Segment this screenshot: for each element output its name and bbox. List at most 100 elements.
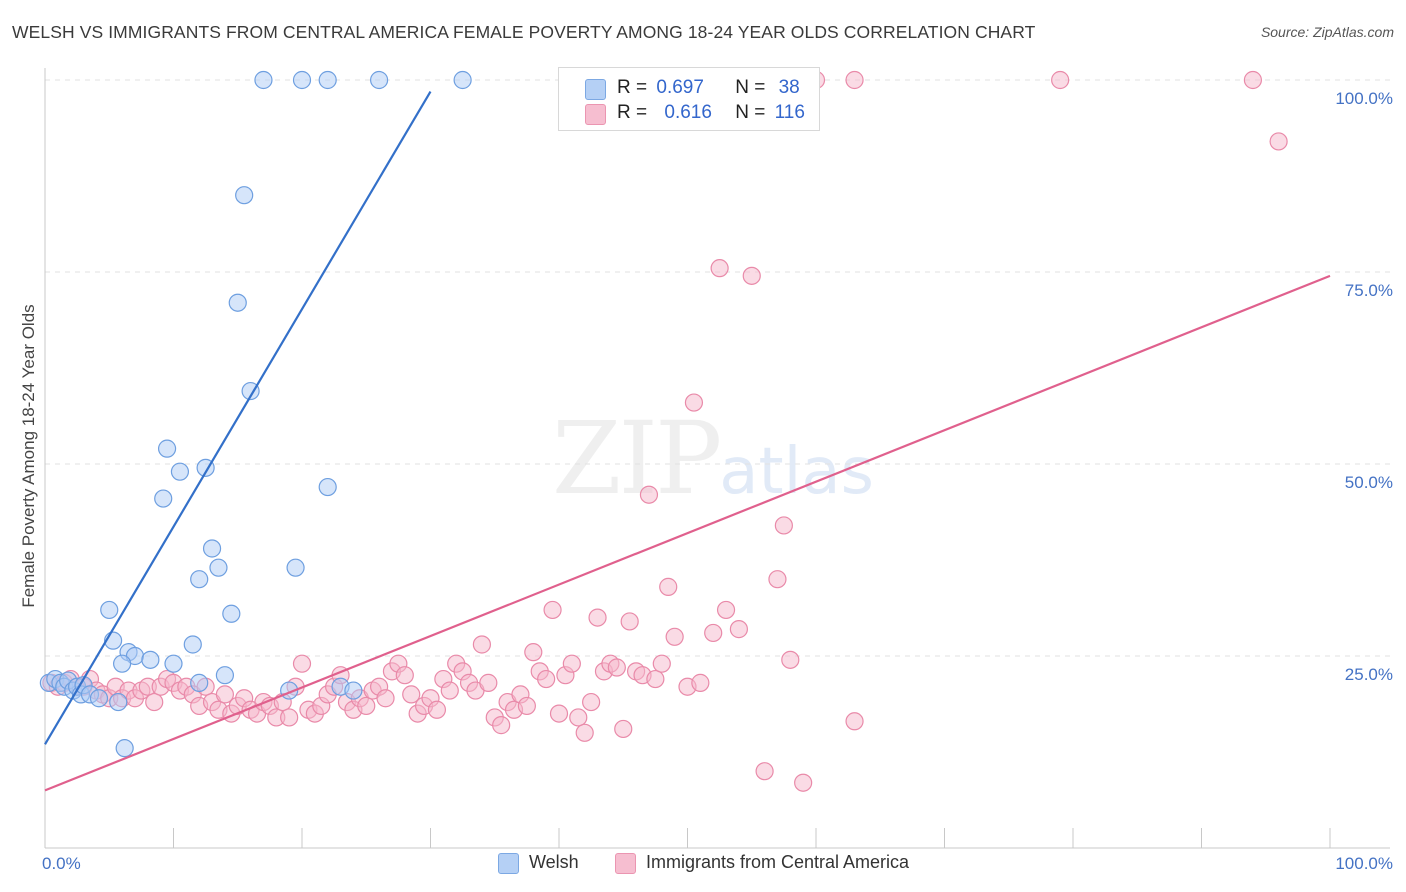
cam-point-77	[537, 669, 556, 689]
welsh-point-34	[254, 70, 273, 90]
welsh-point-17	[109, 692, 128, 712]
cam-point-109	[781, 650, 800, 669]
y-tick-label-25: 25.0%	[1345, 665, 1393, 684]
cam-point-74	[517, 696, 536, 716]
cam-point-81	[562, 654, 581, 673]
cam-point-52	[376, 689, 395, 708]
cam-swatch	[585, 104, 606, 125]
cam-point-68	[479, 673, 498, 692]
welsh-point-42	[344, 681, 363, 700]
cam-point-67	[472, 635, 491, 654]
welsh-point-25	[202, 539, 222, 558]
cam-r-value: 0.616	[664, 102, 712, 123]
cam-point-56	[402, 685, 421, 704]
welsh-point-9	[100, 600, 119, 620]
welsh-r-value: 0.697	[656, 77, 704, 98]
cam-trend-line	[44, 274, 1331, 792]
cam-point-70	[492, 716, 511, 735]
cam-point-85	[588, 608, 607, 627]
x-tick-label-100: 100.0%	[1335, 854, 1393, 873]
y-tick-label-100: 100.0%	[1335, 89, 1393, 108]
legend-welsh-text: R = 0.697 N = 38	[617, 77, 800, 99]
watermark: ZIPatlas	[552, 400, 874, 517]
welsh-point-19	[157, 439, 177, 458]
cam-point-96	[659, 577, 678, 596]
cam-legend-swatch	[615, 853, 636, 874]
watermark-atlas: atlas	[719, 435, 874, 509]
cam-r-label: R =	[617, 102, 648, 123]
cam-point-27	[215, 685, 234, 704]
cam-point-103	[716, 600, 736, 620]
welsh-n-label: N =	[735, 77, 766, 98]
cam-point-116	[1269, 132, 1288, 151]
cam-point-88	[607, 658, 626, 677]
welsh-point-29	[215, 666, 234, 685]
welsh-point-20	[154, 489, 173, 508]
cam-point-60	[427, 700, 447, 719]
cam-point-78	[543, 600, 562, 620]
cam-point-100	[691, 673, 710, 692]
cam-point-84	[582, 692, 601, 712]
cam-point-49	[357, 696, 376, 716]
cam-point-113	[845, 70, 864, 90]
axis-labels: 100.0% 75.0% 50.0% 25.0% 0.0% 100.0% Female Po…	[19, 89, 1393, 873]
cam-point-117	[845, 712, 864, 731]
welsh-point-21	[170, 462, 190, 481]
welsh-point-37	[318, 477, 337, 497]
welsh-point-39	[318, 70, 337, 90]
welsh-n-value: 38	[778, 77, 800, 98]
y-tick-label-75: 75.0%	[1345, 281, 1393, 300]
welsh-point-36	[286, 558, 305, 577]
welsh-point-27	[164, 654, 183, 673]
welsh-point-18	[115, 739, 134, 758]
welsh-point-31	[228, 293, 247, 312]
y-tick-label-50: 50.0%	[1345, 473, 1393, 492]
cam-point-104	[729, 620, 749, 639]
cam-point-37	[280, 708, 299, 727]
welsh-point-15	[141, 650, 160, 669]
cam-point-105	[742, 266, 761, 285]
legend-cam-text: R = 0.616 N = 116	[617, 102, 805, 124]
cam-point-89	[614, 719, 633, 739]
welsh-trend-line	[44, 90, 432, 745]
chart-title: WELSH VS IMMIGRANTS FROM CENTRAL AMERICA…	[12, 22, 1036, 42]
watermark-zip: ZIP	[552, 400, 722, 517]
series-welsh	[39, 70, 472, 758]
source-credit: Source: ZipAtlas.com	[1260, 24, 1394, 40]
welsh-point-28	[190, 673, 209, 692]
welsh-point-24	[190, 570, 209, 589]
cam-point-106	[755, 762, 774, 781]
axes	[44, 68, 1390, 849]
cam-point-39	[292, 654, 312, 673]
cam-point-62	[440, 681, 459, 700]
cam-point-94	[646, 669, 665, 689]
cam-point-95	[652, 654, 671, 673]
welsh-point-12	[89, 689, 109, 708]
welsh-point-40	[370, 70, 389, 90]
welsh-point-43	[453, 70, 472, 90]
cam-point-110	[794, 773, 813, 792]
cam-n-label: N =	[735, 102, 766, 123]
welsh-swatch	[585, 79, 606, 100]
cam-point-99	[684, 393, 704, 412]
welsh-point-38	[292, 70, 312, 90]
cam-point-16	[145, 692, 164, 712]
series-legend: Welsh Immigrants from Central America	[0, 852, 1406, 878]
welsh-point-30	[222, 604, 241, 623]
cam-point-102	[710, 259, 729, 278]
cam-point-79	[549, 704, 569, 723]
cam-point-75	[524, 643, 543, 662]
x-tick-label-0: 0.0%	[42, 854, 81, 873]
cam-point-108	[774, 516, 793, 535]
cam-point-97	[665, 627, 684, 646]
cam-point-115	[1243, 70, 1263, 90]
welsh-point-32	[241, 381, 260, 401]
welsh-legend-swatch	[498, 853, 519, 874]
cam-point-82	[569, 708, 588, 727]
cam-point-90	[620, 612, 639, 631]
cam-point-55	[395, 666, 414, 685]
welsh-point-16	[112, 654, 132, 673]
cam-point-114	[1051, 70, 1070, 90]
cam-point-83	[575, 723, 594, 742]
welsh-point-33	[235, 186, 254, 205]
